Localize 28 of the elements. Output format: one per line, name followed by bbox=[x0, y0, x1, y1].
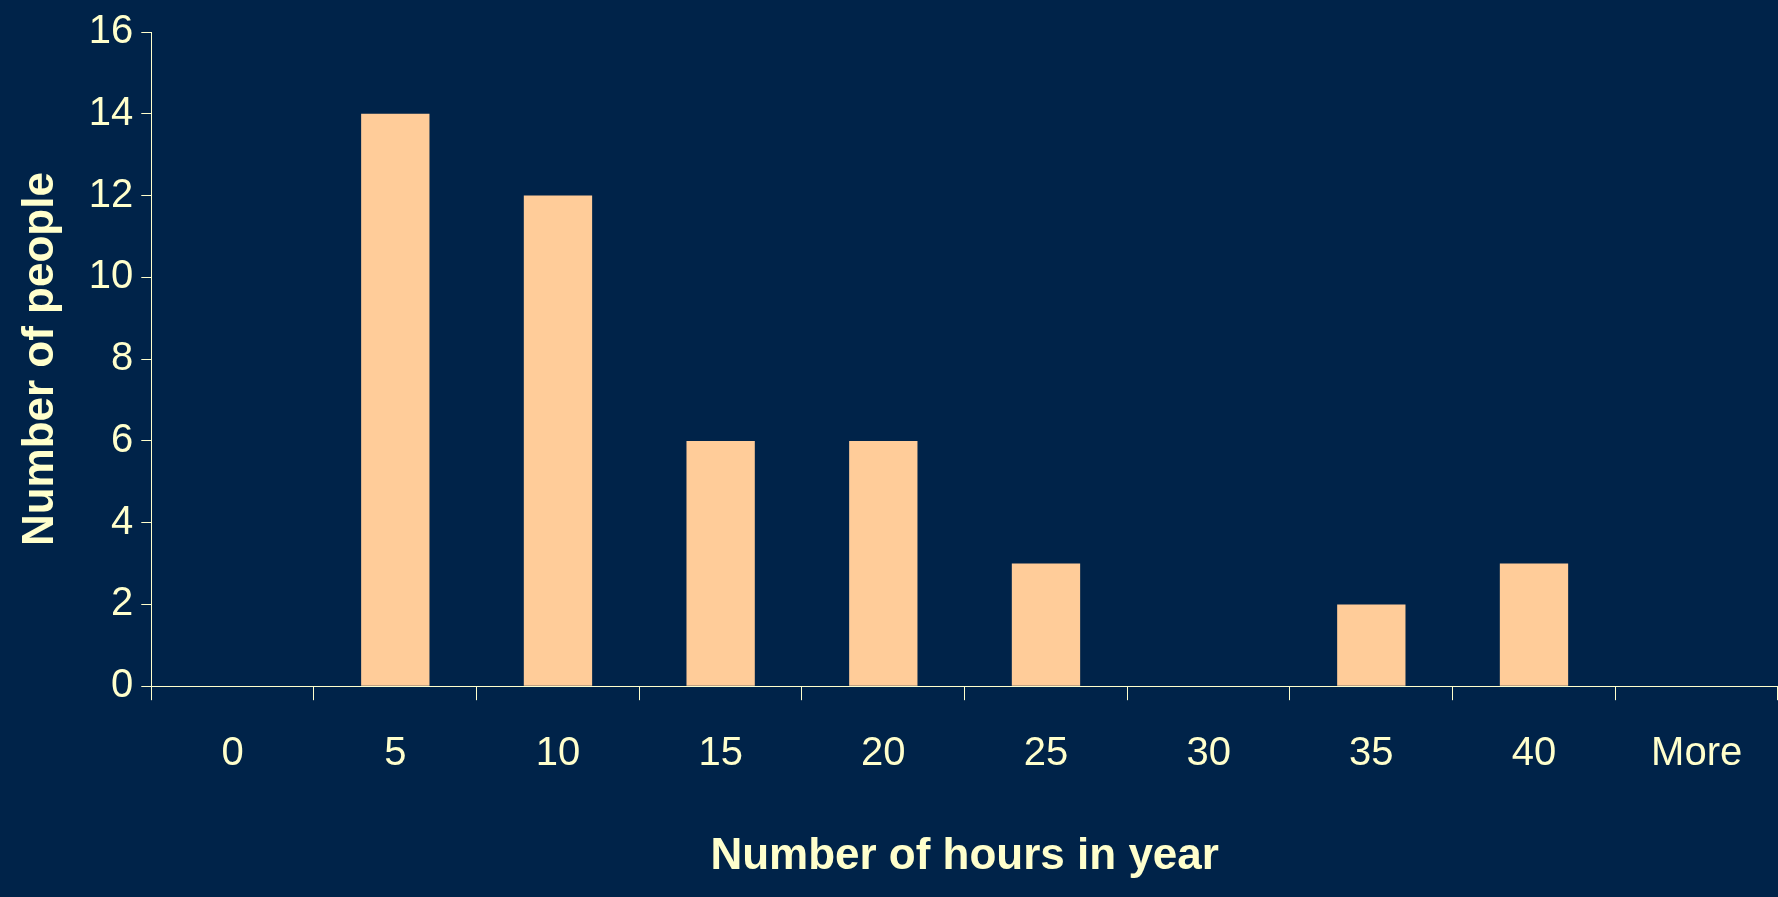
y-tick-label: 14 bbox=[88, 88, 134, 133]
x-tick-label: 35 bbox=[1349, 729, 1394, 774]
y-axis-title: Number of people bbox=[12, 172, 62, 547]
x-axis-title: Number of hours in year bbox=[710, 828, 1219, 878]
bar bbox=[1011, 563, 1081, 686]
y-tick-label: 8 bbox=[111, 334, 134, 379]
x-tick-label: 15 bbox=[698, 729, 743, 774]
y-tick-label: 4 bbox=[111, 497, 134, 542]
x-tick-label: 10 bbox=[535, 729, 581, 774]
x-tick-label: 25 bbox=[1023, 729, 1069, 774]
x-tick-label: 20 bbox=[861, 729, 906, 774]
x-tick-label: More bbox=[1651, 729, 1743, 774]
y-tick-label: 12 bbox=[88, 170, 134, 215]
y-tick-label: 10 bbox=[88, 252, 134, 297]
x-tick-label: 5 bbox=[384, 729, 407, 774]
x-tick-label: 30 bbox=[1186, 729, 1231, 774]
x-tick-label: 40 bbox=[1511, 729, 1557, 774]
bar bbox=[686, 440, 755, 686]
x-tick-label: 0 bbox=[221, 729, 244, 774]
bar bbox=[849, 440, 918, 686]
bar bbox=[523, 195, 593, 686]
bar bbox=[361, 113, 430, 686]
bar bbox=[1499, 563, 1569, 686]
y-tick-label: 0 bbox=[111, 661, 134, 706]
y-tick-label: 2 bbox=[111, 579, 134, 624]
y-tick-label: 16 bbox=[88, 7, 134, 52]
y-tick-label: 6 bbox=[111, 415, 134, 460]
bar bbox=[1337, 604, 1406, 686]
